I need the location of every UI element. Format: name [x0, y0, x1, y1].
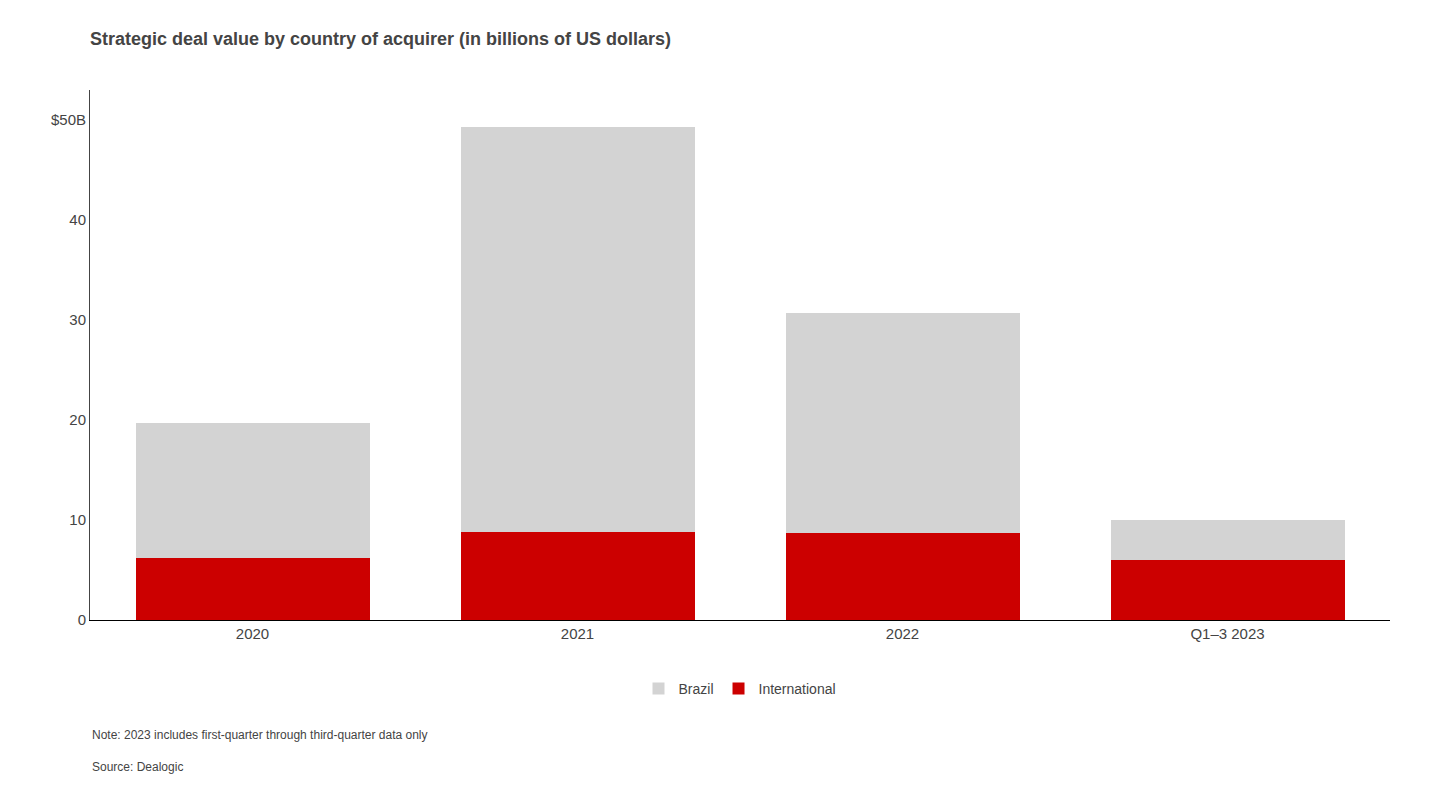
svg-text:Strategic deal value by countr: Strategic deal value by country of acqui… [90, 29, 671, 49]
svg-text:30: 30 [69, 311, 86, 328]
svg-text:2021: 2021 [561, 625, 594, 642]
svg-text:40: 40 [69, 211, 86, 228]
svg-text:$50B: $50B [51, 111, 86, 128]
svg-text:Brazil: Brazil [679, 681, 714, 697]
svg-text:International: International [759, 681, 836, 697]
svg-text:Source: Dealogic: Source: Dealogic [92, 760, 183, 774]
svg-text:Q1–3 2023: Q1–3 2023 [1190, 625, 1264, 642]
svg-text:10: 10 [69, 511, 86, 528]
svg-text:2020: 2020 [236, 625, 269, 642]
svg-text:20: 20 [69, 411, 86, 428]
svg-text:Note: 2023 includes first-quar: Note: 2023 includes first-quarter throug… [92, 728, 428, 742]
svg-text:0: 0 [78, 611, 86, 628]
svg-text:2022: 2022 [886, 625, 919, 642]
